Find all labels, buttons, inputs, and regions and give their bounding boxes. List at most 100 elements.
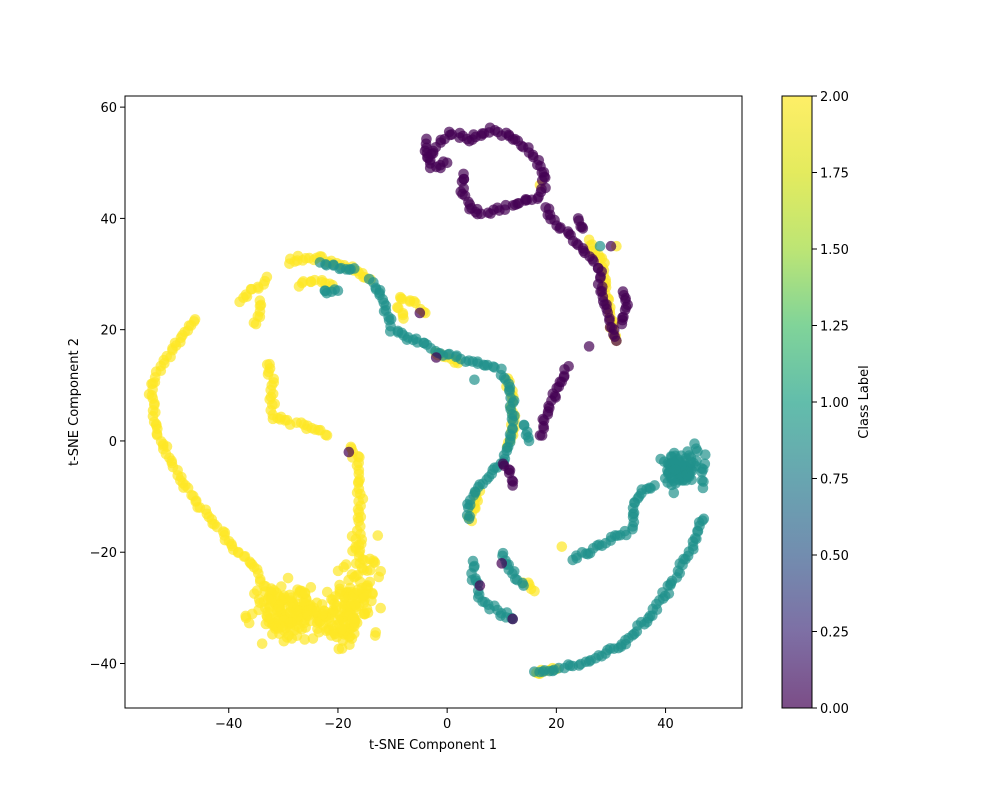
data-point — [243, 617, 255, 629]
data-point — [594, 240, 606, 252]
y-tick-label: −20 — [90, 546, 117, 561]
data-point — [346, 633, 358, 644]
scatter-points — [143, 122, 711, 679]
data-point — [686, 465, 698, 477]
data-point — [333, 643, 345, 655]
x-tick-label: 0 — [443, 717, 451, 732]
data-point — [272, 604, 283, 616]
data-point — [523, 435, 535, 447]
data-point — [534, 430, 546, 441]
data-point — [250, 318, 262, 330]
data-point — [675, 450, 687, 461]
data-point — [685, 456, 697, 468]
data-point — [649, 480, 660, 491]
data-point — [264, 613, 275, 624]
data-point — [556, 541, 568, 552]
data-point — [307, 633, 319, 644]
data-point — [658, 456, 670, 468]
data-point — [699, 458, 711, 470]
x-tick-label: 20 — [548, 717, 565, 732]
plot-frame — [124, 95, 743, 709]
data-point — [663, 588, 675, 599]
data-point — [670, 478, 681, 489]
y-tick-label: 40 — [100, 212, 117, 227]
data-point — [507, 480, 518, 491]
x-axis-label: t-SNE Component 1 — [369, 738, 497, 753]
colorbar-tick-label: 0.00 — [820, 702, 849, 717]
y-tick-label: −40 — [90, 657, 117, 672]
data-point — [350, 533, 362, 545]
colorbar-label: Class Label — [857, 365, 872, 438]
data-point — [373, 571, 385, 583]
data-point — [285, 607, 296, 618]
data-point — [372, 530, 384, 541]
data-point — [366, 595, 377, 607]
data-point — [361, 603, 373, 615]
data-point — [349, 263, 360, 274]
y-tick-label: 0 — [109, 435, 117, 450]
data-point — [370, 627, 382, 638]
data-point — [699, 449, 711, 461]
x-tick-label: 40 — [657, 717, 674, 732]
data-point — [336, 624, 347, 635]
data-point — [167, 343, 178, 354]
data-point — [611, 335, 622, 347]
data-point — [507, 613, 518, 625]
data-point — [696, 475, 708, 486]
data-point — [430, 352, 442, 363]
data-point — [398, 313, 409, 324]
data-point — [332, 285, 344, 297]
data-point — [350, 541, 361, 553]
x-tick-label: −40 — [215, 717, 242, 732]
colorbar-gradient — [782, 96, 812, 708]
x-axis-ticks: −40 −20 0 20 40 — [215, 708, 674, 732]
colorbar-tick-label: 0.50 — [820, 549, 849, 564]
data-point — [256, 638, 268, 649]
data-point — [298, 596, 310, 608]
data-point — [321, 430, 333, 441]
data-point — [441, 157, 453, 169]
data-point — [364, 553, 376, 565]
data-point — [529, 585, 540, 597]
y-axis-ticks: −40 −20 0 20 40 60 — [90, 101, 125, 672]
data-point — [343, 446, 355, 458]
data-point — [325, 630, 337, 641]
data-point — [246, 608, 258, 620]
data-point — [583, 341, 595, 352]
y-tick-label: 20 — [100, 324, 117, 339]
data-point — [474, 580, 486, 591]
data-point — [262, 593, 274, 604]
data-point — [668, 487, 680, 499]
data-point — [234, 296, 245, 308]
data-point — [414, 307, 426, 319]
colorbar-tick-label: 1.75 — [820, 167, 849, 182]
data-point — [350, 558, 362, 569]
data-point — [349, 599, 361, 611]
data-point — [352, 569, 363, 581]
colorbar-ticks: 0.00 0.25 0.50 0.75 1.00 1.25 1.50 1.75 2.00 — [812, 90, 849, 717]
colorbar-tick-label: 0.75 — [820, 473, 849, 488]
colorbar-tick-label: 2.00 — [820, 90, 849, 105]
data-point — [496, 558, 508, 569]
data-point — [294, 622, 305, 633]
data-point — [299, 587, 311, 599]
data-point — [518, 580, 529, 591]
colorbar-tick-label: 0.25 — [820, 626, 849, 641]
data-point — [317, 608, 328, 620]
data-point — [669, 464, 681, 475]
data-point — [349, 617, 360, 629]
data-point — [375, 602, 386, 614]
data-point — [327, 620, 338, 631]
data-point — [352, 584, 364, 596]
data-point — [286, 592, 298, 603]
data-point — [298, 276, 309, 287]
colorbar-tick-label: 1.00 — [820, 396, 849, 411]
data-point — [463, 513, 475, 525]
data-point — [249, 588, 260, 599]
data-point — [384, 326, 396, 337]
data-point — [334, 586, 346, 598]
colorbar-tick-label: 1.25 — [820, 320, 849, 335]
data-point — [458, 168, 469, 180]
data-point — [572, 213, 584, 224]
